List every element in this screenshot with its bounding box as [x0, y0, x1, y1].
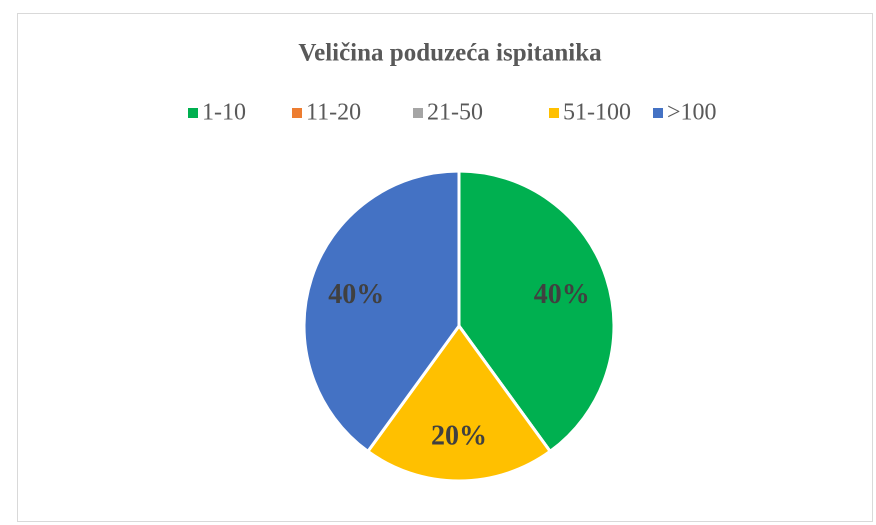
legend-label: 21-50	[427, 100, 483, 126]
slice-label: 40%	[534, 279, 590, 310]
legend-swatch	[413, 108, 423, 118]
legend-swatch	[188, 108, 198, 118]
legend-swatch	[292, 108, 302, 118]
pie-slice	[366, 324, 552, 483]
legend-swatch	[549, 108, 559, 118]
legend-label: 11-20	[306, 100, 361, 126]
chart-title: Veličina poduzeća ispitanika	[298, 40, 602, 67]
pie-slice	[302, 169, 461, 453]
legend-label: 1-10	[202, 100, 246, 126]
pie-slice	[457, 169, 616, 453]
legend-label: 51-100	[563, 100, 631, 126]
slice-label: 40%	[328, 279, 384, 310]
legend-label: >100	[667, 100, 717, 126]
legend-swatch	[653, 108, 663, 118]
slice-label: 20%	[431, 420, 487, 451]
